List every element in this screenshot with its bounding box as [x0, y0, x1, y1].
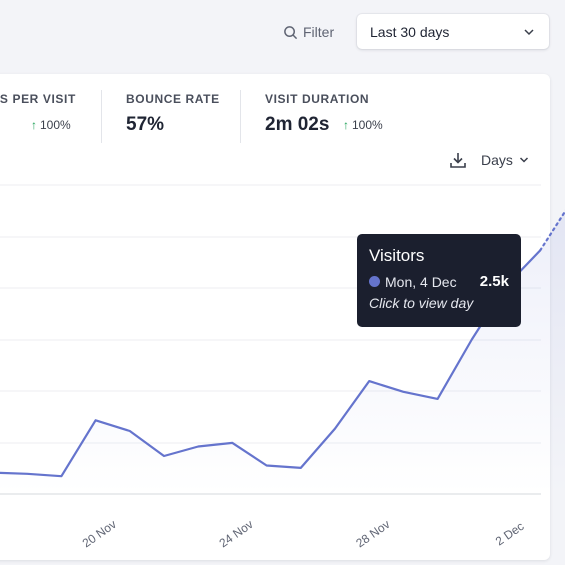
- chart-area: [0, 211, 565, 494]
- metric-change-value: 100%: [40, 118, 71, 132]
- x-axis-ticks: 20 Nov 24 Nov 28 Nov 2 Dec: [80, 517, 527, 550]
- metric-change-value: 100%: [352, 118, 383, 132]
- search-icon: [284, 25, 298, 39]
- metric-label: WS PER VISIT: [0, 92, 76, 106]
- x-tick-label: 20 Nov: [80, 517, 119, 550]
- download-icon[interactable]: [449, 151, 467, 169]
- arrow-up-icon: ↑: [343, 118, 349, 132]
- x-tick-label: 2 Dec: [493, 519, 527, 548]
- tooltip-row: Mon, 4 Dec 2.5k: [369, 273, 509, 290]
- tooltip-value: 2.5k: [479, 273, 509, 290]
- metric-change: ↑ 100%: [343, 118, 383, 132]
- chevron-down-icon: [519, 157, 528, 163]
- filter-button[interactable]: Filter: [283, 20, 334, 44]
- interval-select[interactable]: Days: [481, 151, 529, 169]
- chevron-down-icon: [524, 28, 534, 35]
- tooltip-hint: Click to view day: [369, 295, 474, 311]
- period-label: Last 30 days: [370, 23, 450, 40]
- interval-label: Days: [481, 152, 513, 168]
- chart-line: [0, 249, 541, 478]
- tooltip-title: Visitors: [369, 246, 425, 265]
- period-select[interactable]: Last 30 days: [357, 14, 549, 49]
- chart-line-incomplete: [539, 209, 565, 252]
- metric-change: ↑ 100%: [31, 118, 71, 132]
- metric-label: VISIT DURATION: [265, 92, 370, 106]
- x-tick-label: 24 Nov: [217, 517, 256, 550]
- arrow-up-icon: ↑: [31, 118, 37, 132]
- metric-label: BOUNCE RATE: [126, 92, 220, 106]
- x-tick-label: 28 Nov: [353, 517, 392, 550]
- metric-divider: [101, 90, 102, 143]
- metric-value: 2m 02s: [265, 114, 330, 135]
- tooltip-date: Mon, 4 Dec: [385, 273, 457, 290]
- metric-divider: [240, 90, 241, 143]
- filter-label: Filter: [303, 24, 335, 40]
- chart-tooltip[interactable]: Visitors Mon, 4 Dec 2.5k Click to view d…: [357, 234, 521, 327]
- series-dot-icon: [369, 276, 380, 287]
- metric-value: 57%: [126, 114, 165, 135]
